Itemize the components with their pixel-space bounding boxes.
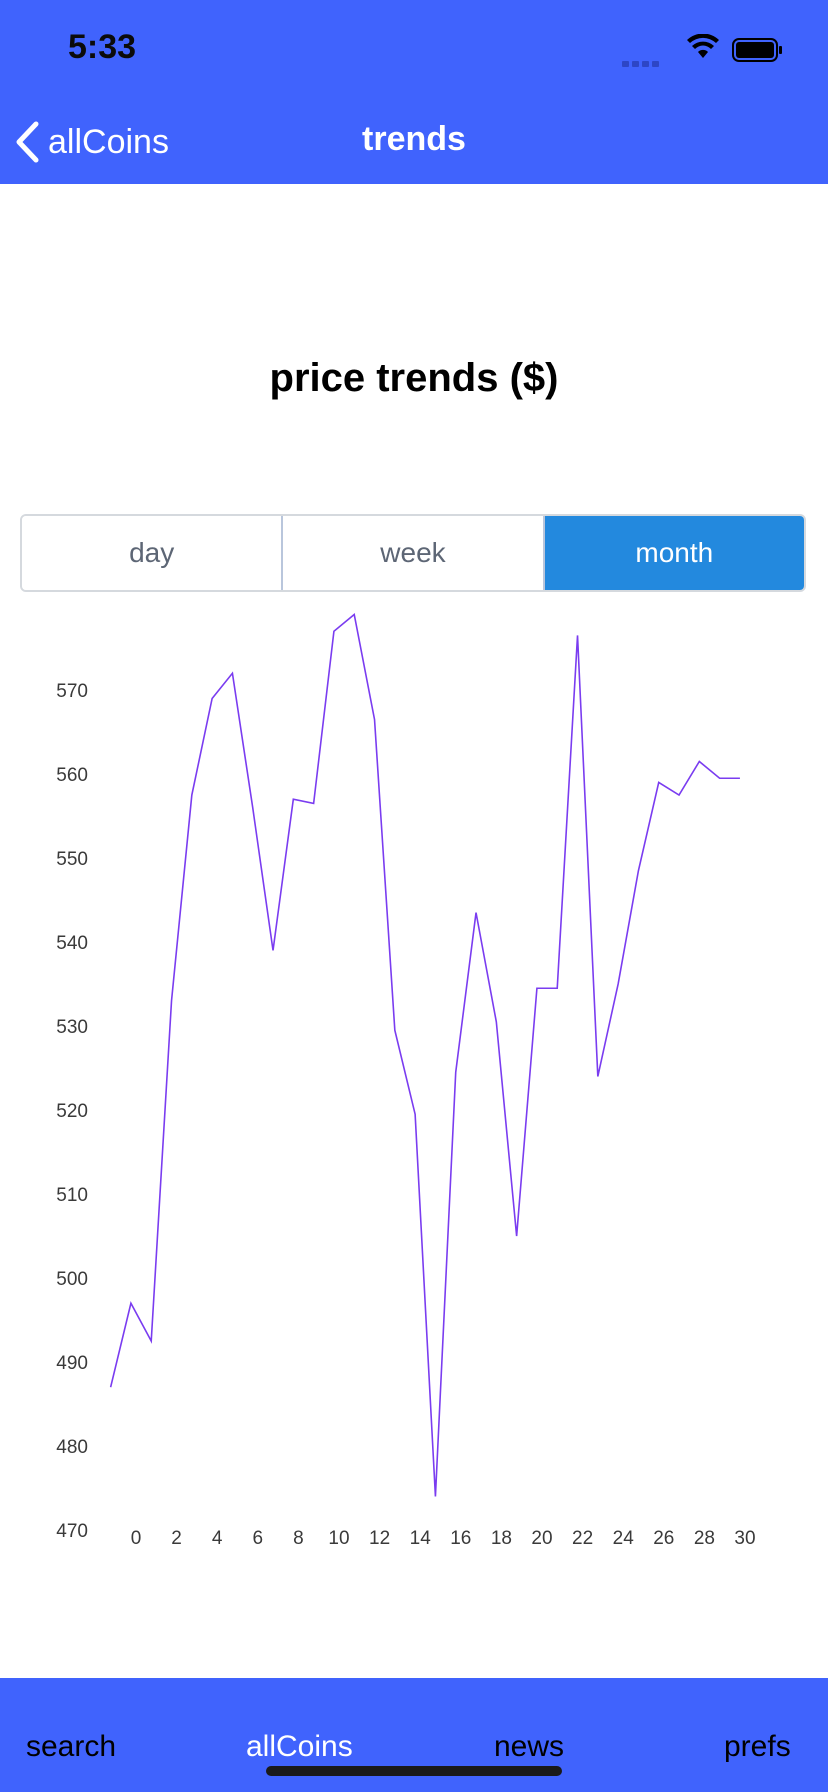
y-tick-label: 540 [56,933,88,954]
wifi-icon [687,34,719,58]
x-tick-label: 20 [531,1528,552,1549]
y-tick-label: 480 [56,1437,88,1458]
y-tick-label: 520 [56,1101,88,1122]
back-label: allCoins [48,122,169,161]
tab-search[interactable]: search [26,1730,117,1763]
x-tick-label: 28 [694,1528,715,1549]
navigation-header: 5:33 allCoins trends [0,0,828,184]
page-title: price trends ($) [269,356,559,400]
x-tick-label: 4 [212,1528,223,1549]
segment-month[interactable]: month [542,516,804,590]
x-tick-label: 8 [293,1528,304,1549]
nav-title: trends [362,120,466,158]
x-tick-label: 16 [450,1528,471,1549]
tab-bar: search allCoins news prefs [0,1678,828,1792]
timeframe-segmented-control: day week month [20,514,806,592]
y-tick-label: 490 [56,1353,88,1374]
x-tick-label: 24 [613,1528,635,1549]
segment-day[interactable]: day [22,516,282,590]
tab-news[interactable]: news [494,1730,565,1763]
x-tick-label: 26 [653,1528,674,1549]
battery-icon [732,38,782,62]
home-indicator [266,1766,562,1776]
y-tick-label: 500 [56,1269,88,1290]
tab-prefs[interactable]: prefs [724,1730,791,1763]
x-tick-label: 14 [410,1528,432,1549]
y-tick-label: 560 [56,765,88,786]
x-tick-label: 2 [171,1528,182,1549]
x-tick-label: 10 [328,1528,349,1549]
y-tick-label: 510 [56,1185,88,1206]
y-tick-label: 570 [56,681,88,702]
status-time: 5:33 [68,28,137,66]
y-tick-label: 470 [56,1521,88,1542]
series-line [109,612,740,1497]
x-tick-label: 30 [734,1528,755,1549]
x-tick-label: 18 [491,1528,512,1549]
signal-icon [622,54,662,67]
y-tick-label: 530 [56,1017,88,1038]
x-tick-label: 0 [131,1528,142,1549]
y-tick-label: 550 [56,849,88,870]
tab-allcoins[interactable]: allCoins [246,1730,353,1763]
back-button[interactable]: allCoins [14,118,169,166]
x-tick-label: 12 [369,1528,390,1549]
x-tick-label: 6 [253,1528,264,1549]
chevron-left-icon [16,121,39,163]
x-tick-label: 22 [572,1528,593,1549]
segment-week[interactable]: week [281,516,543,590]
